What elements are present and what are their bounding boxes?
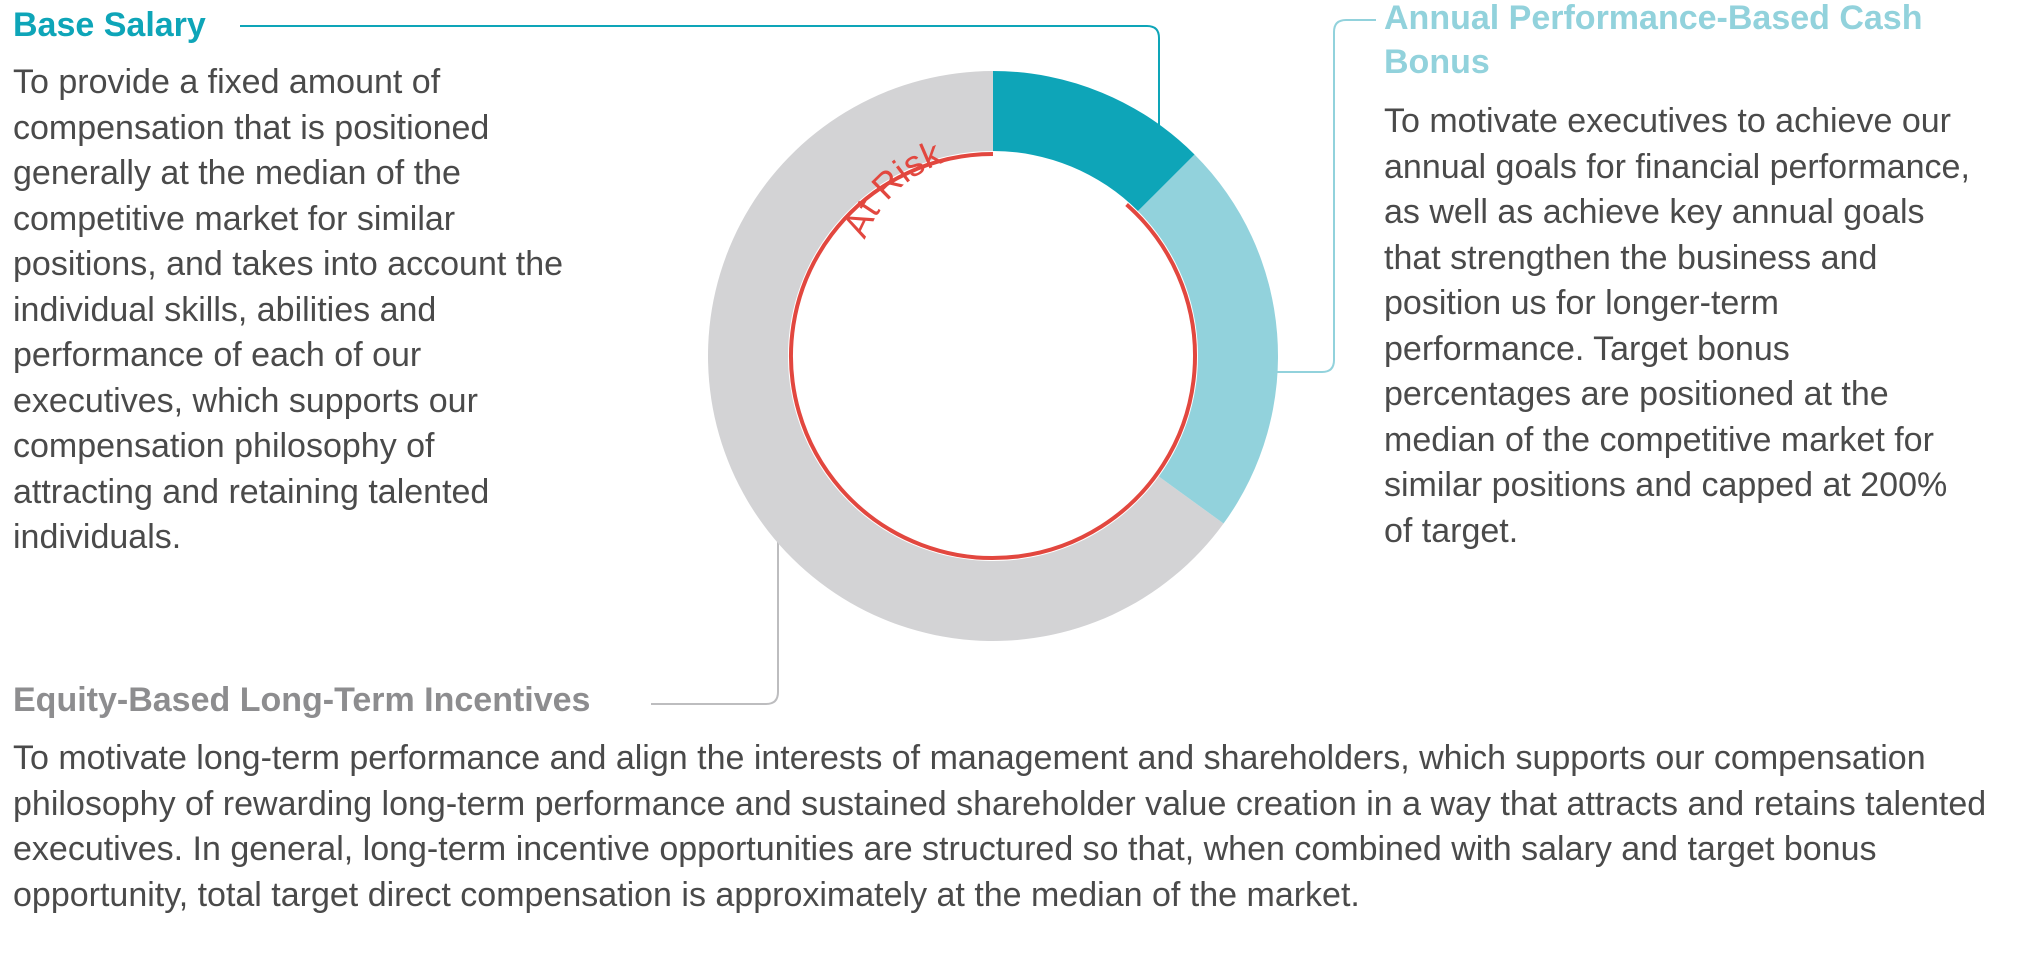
long-term-incentives-heading: Equity-Based Long-Term Incentives: [13, 681, 591, 719]
base-salary-segment: [993, 71, 1195, 212]
cash-bonus-leader-line: [1270, 19, 1376, 373]
base-salary-description: To provide a fixed amount of compensatio…: [13, 63, 564, 556]
long-term-leader-line: [651, 540, 779, 705]
base-salary-leader-line: [240, 25, 1160, 125]
cash-bonus-heading: Annual Performance-Based Cash Bonus: [1384, 0, 1923, 81]
long-term-incentives-description: To motivate long-term performance and al…: [13, 739, 1987, 914]
base-salary-heading: Base Salary: [13, 6, 206, 44]
cash-bonus-description: To motivate executives to achieve our an…: [1384, 102, 1970, 550]
at-risk-arc: [789, 152, 1197, 560]
long-term-incentives-segment: [708, 71, 1224, 642]
cash-bonus-segment: [1137, 154, 1279, 524]
